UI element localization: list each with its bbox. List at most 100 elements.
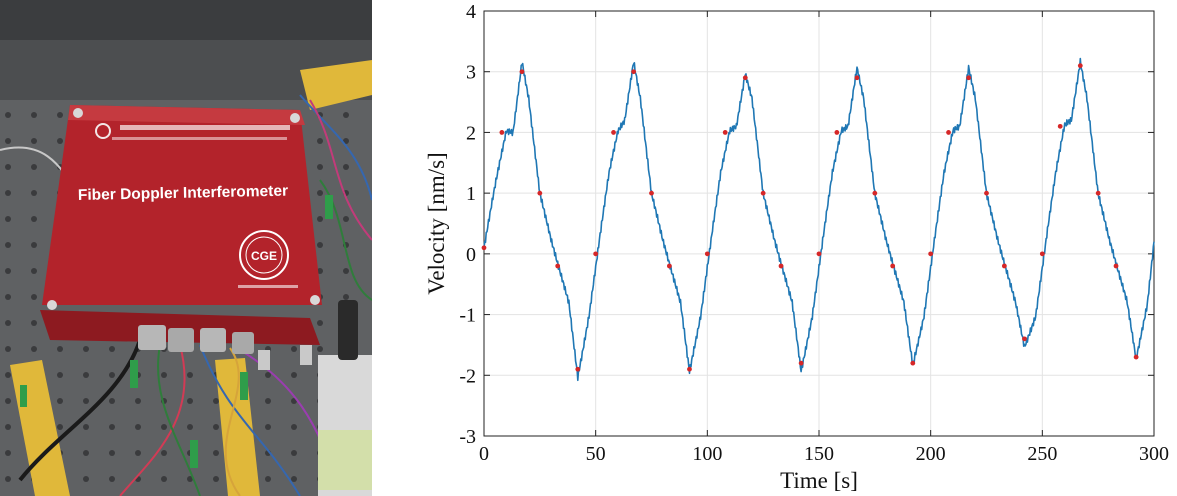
axis-ticks: 0 50 100 150 200 250 300 -3 -2 -1 0 1 2 3 4 <box>459 1 1169 465</box>
table-hole <box>265 398 271 404</box>
table-hole <box>109 450 115 456</box>
table-hole <box>265 476 271 482</box>
y-axis-label: Velocity [nm/s] <box>424 152 449 294</box>
table-hole <box>161 424 167 430</box>
table-hole <box>5 164 11 170</box>
table-hole <box>109 424 115 430</box>
series-point-1 <box>722 130 728 135</box>
table-hole <box>31 164 37 170</box>
table-hole <box>317 190 323 196</box>
series-point-1 <box>872 190 878 196</box>
table-hole <box>5 190 11 196</box>
table-hole <box>109 372 115 378</box>
table-hole <box>57 372 63 378</box>
table-hole <box>187 372 193 378</box>
series-point-1 <box>798 360 804 366</box>
series-point-1 <box>928 251 934 257</box>
x-tick-label: 100 <box>692 443 722 465</box>
device-photo-drawing: Fiber Doppler Interferometer CGE <box>0 0 372 496</box>
table-hole <box>31 112 37 118</box>
table-hole <box>83 424 89 430</box>
series-point-1 <box>1133 354 1139 360</box>
series-point-1 <box>687 366 692 372</box>
table-hole <box>5 372 11 378</box>
table-hole <box>31 268 37 274</box>
table-hole <box>5 112 11 118</box>
table-hole <box>109 398 115 404</box>
x-tick-label: 300 <box>1139 443 1169 465</box>
series-point-1 <box>537 190 543 196</box>
table-hole <box>291 450 297 456</box>
table-hole <box>343 294 349 300</box>
screw-icon <box>290 113 300 123</box>
cge-logo-icon <box>239 230 289 280</box>
series-point-1 <box>555 263 561 269</box>
y-tick-label: 4 <box>466 1 476 23</box>
series-point-1 <box>704 251 710 257</box>
device-label: Fiber Doppler Interferometer <box>78 183 288 204</box>
series-point-1 <box>816 251 822 257</box>
table-hole <box>83 476 89 482</box>
series-point-1 <box>611 130 616 135</box>
table-hole <box>161 372 167 378</box>
y-tick-label: -1 <box>459 305 476 327</box>
series-point-1 <box>481 245 487 251</box>
series-point-1 <box>890 263 896 269</box>
table-hole <box>5 268 11 274</box>
table-hole <box>213 450 219 456</box>
fiber-cables <box>0 94 372 496</box>
table-hole <box>317 216 323 222</box>
table-hole <box>5 138 11 144</box>
table-hole <box>187 476 193 482</box>
table-hole <box>135 398 141 404</box>
table-hole <box>31 346 37 352</box>
series-point-1 <box>1113 263 1119 269</box>
table-hole <box>291 476 297 482</box>
y-tick-label: 0 <box>466 244 476 266</box>
power-meter-sticker <box>318 430 372 490</box>
screw-icon <box>310 295 320 305</box>
table-hole <box>291 346 297 352</box>
table-hole <box>83 398 89 404</box>
table-hole <box>5 450 11 456</box>
device-box <box>42 105 322 305</box>
screw-icon <box>73 108 83 118</box>
table-hole <box>5 346 11 352</box>
series-point-1 <box>593 251 599 257</box>
table-hole <box>213 424 219 430</box>
series-point-1 <box>966 75 972 81</box>
fiber-connectors <box>20 195 333 468</box>
table-hole <box>57 398 63 404</box>
table-hole <box>31 216 37 222</box>
series-point-1 <box>760 190 766 196</box>
series-point-1 <box>984 190 989 196</box>
device-header-subtext <box>112 137 287 140</box>
table-hole <box>83 346 89 352</box>
x-tick-label: 250 <box>1027 443 1057 465</box>
screw-icon <box>47 300 57 310</box>
x-axis-label: Time [s] <box>780 468 858 493</box>
table-hole <box>31 320 37 326</box>
series-point-1 <box>575 366 581 372</box>
table-hole <box>213 398 219 404</box>
power-meter-knob <box>338 300 358 360</box>
series-point-1 <box>910 360 916 366</box>
table-hole <box>5 476 11 482</box>
series-point-1 <box>499 130 505 135</box>
device-edge-highlight <box>68 105 305 125</box>
yellow-tape <box>300 60 372 110</box>
series-point-1 <box>778 263 784 269</box>
x-tick-label: 0 <box>479 443 489 465</box>
table-hole <box>5 242 11 248</box>
table-hole <box>317 138 323 144</box>
table-hole <box>317 346 323 352</box>
table-hole <box>343 268 349 274</box>
grid <box>483 10 1155 437</box>
table-hole <box>317 242 323 248</box>
table-hole <box>57 424 63 430</box>
series-point-1 <box>1077 63 1083 69</box>
table-hole <box>31 242 37 248</box>
table-hole <box>343 112 349 118</box>
table-hole <box>5 294 11 300</box>
table-hole <box>109 346 115 352</box>
